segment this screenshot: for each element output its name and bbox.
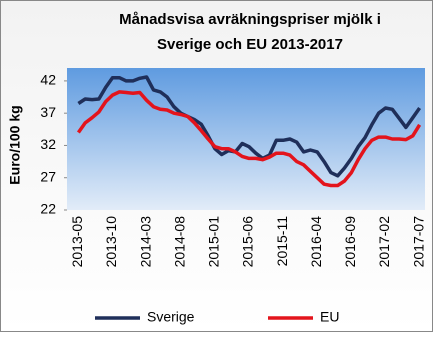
- line-series: [77, 75, 422, 178]
- x-tick-label: 2016-04: [308, 216, 324, 268]
- legend-label: Sverige: [147, 309, 195, 325]
- x-tick-label: 2015-01: [206, 216, 222, 268]
- chart-title: Månadsvisa avräkningspriser mjölk i: [119, 11, 381, 28]
- x-tick-label: 2017-02: [376, 216, 392, 268]
- x-tick-label: 2015-11: [274, 216, 290, 267]
- chart-subtitle: Sverige och EU 2013-2017: [157, 36, 343, 53]
- y-tick-label: 37: [40, 104, 56, 120]
- x-tick-label: 2014-08: [171, 216, 187, 268]
- y-tick-label: 22: [40, 201, 56, 217]
- line-series: [76, 90, 422, 188]
- x-tick-label: 2014-03: [137, 216, 153, 268]
- x-tick-label: 2016-09: [342, 216, 358, 268]
- x-tick-label: 2013-05: [69, 216, 85, 268]
- x-tick-label: 2013-10: [103, 216, 119, 268]
- x-tick-label: 2015-06: [240, 216, 256, 268]
- x-tick-label: 2017-07: [410, 216, 426, 268]
- y-axis-label: Euro/100 kg: [7, 105, 23, 184]
- y-tick-label: 42: [40, 72, 56, 88]
- y-tick-label: 32: [40, 136, 56, 152]
- legend-label: EU: [320, 309, 339, 325]
- y-tick-label: 27: [40, 168, 56, 184]
